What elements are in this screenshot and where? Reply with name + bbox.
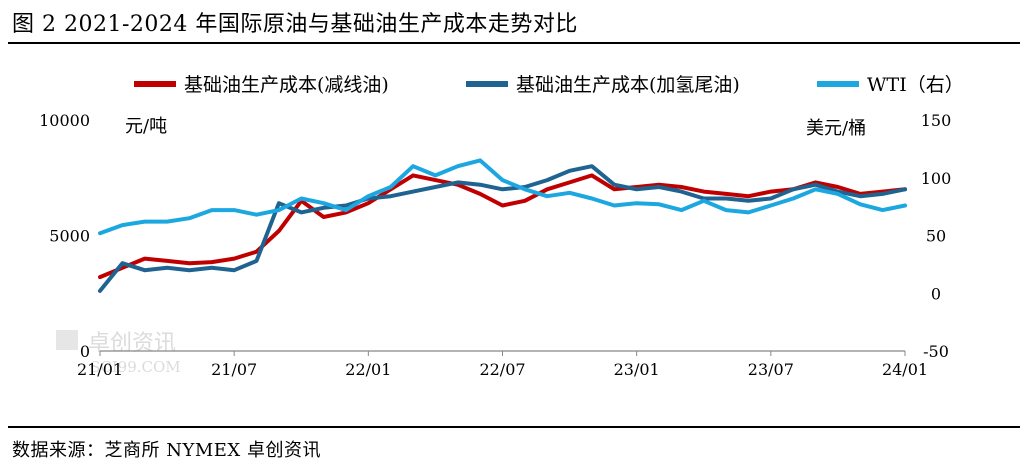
x-ticks: 21/01 21/07 22/01 22/07 23/01 23/07 24/01 bbox=[77, 351, 928, 379]
y-tick-left-0: 0 bbox=[80, 342, 90, 361]
x-tick-label-6: 24/01 bbox=[882, 360, 928, 379]
watermark: 卓创资讯 SCI99.COM bbox=[56, 330, 181, 376]
y-tick-right-4: 150 bbox=[921, 111, 952, 130]
chart-svg: 卓创资讯 SCI99.COM 基础油生产成本(减线油) 基础油生产成本(加氢尾油… bbox=[39, 74, 964, 379]
chart-legend: 基础油生产成本(减线油) 基础油生产成本(加氢尾油) WTI（右） bbox=[134, 74, 964, 96]
title-bar: 图 2 2021-2024 年国际原油与基础油生产成本走势对比 bbox=[0, 0, 1024, 42]
source-rule bbox=[8, 426, 1020, 428]
legend-label-series-1: 基础油生产成本(减线油) bbox=[184, 74, 389, 96]
series-lines bbox=[98, 158, 907, 293]
x-tick-label-5: 23/07 bbox=[748, 360, 794, 379]
x-tick-label-4: 23/01 bbox=[614, 360, 660, 379]
y-axis-unit-left: 元/吨 bbox=[125, 116, 167, 137]
watermark-logo-box bbox=[56, 330, 78, 350]
y-tick-right-3: 100 bbox=[921, 169, 952, 188]
x-tick-label-2: 22/01 bbox=[345, 360, 391, 379]
watermark-text-cn: 卓创资讯 bbox=[88, 331, 176, 356]
y-tick-right-0: -50 bbox=[923, 342, 949, 361]
series-line-2 bbox=[98, 164, 907, 293]
chart-area: 卓创资讯 SCI99.COM 基础油生产成本(减线油) 基础油生产成本(加氢尾油… bbox=[30, 58, 996, 383]
source-note: 数据来源：芝商所 NYMEX 卓创资讯 bbox=[12, 440, 321, 461]
watermark-text-en: SCI99.COM bbox=[90, 358, 181, 376]
series-line-3 bbox=[98, 158, 907, 236]
legend-label-series-3: WTI（右） bbox=[867, 74, 964, 96]
y-tick-left-1: 5000 bbox=[49, 227, 90, 246]
page-title: 图 2 2021-2024 年国际原油与基础油生产成本走势对比 bbox=[12, 12, 578, 37]
y-axis-unit-right: 美元/桶 bbox=[806, 118, 866, 139]
x-tick-label-1: 21/07 bbox=[211, 360, 257, 379]
y-tick-right-2: 50 bbox=[926, 227, 946, 246]
y-ticks-left: 0 5000 10000 bbox=[39, 111, 90, 361]
x-tick-label-0: 21/01 bbox=[77, 360, 123, 379]
y-ticks-right: -50 0 50 100 150 bbox=[921, 111, 952, 361]
y-tick-left-2: 10000 bbox=[39, 111, 90, 130]
x-tick-label-3: 22/07 bbox=[479, 360, 525, 379]
legend-label-series-2: 基础油生产成本(加氢尾油) bbox=[516, 74, 740, 96]
y-tick-right-1: 0 bbox=[931, 284, 941, 303]
title-rule bbox=[8, 42, 1020, 44]
series-line-1 bbox=[98, 173, 907, 280]
